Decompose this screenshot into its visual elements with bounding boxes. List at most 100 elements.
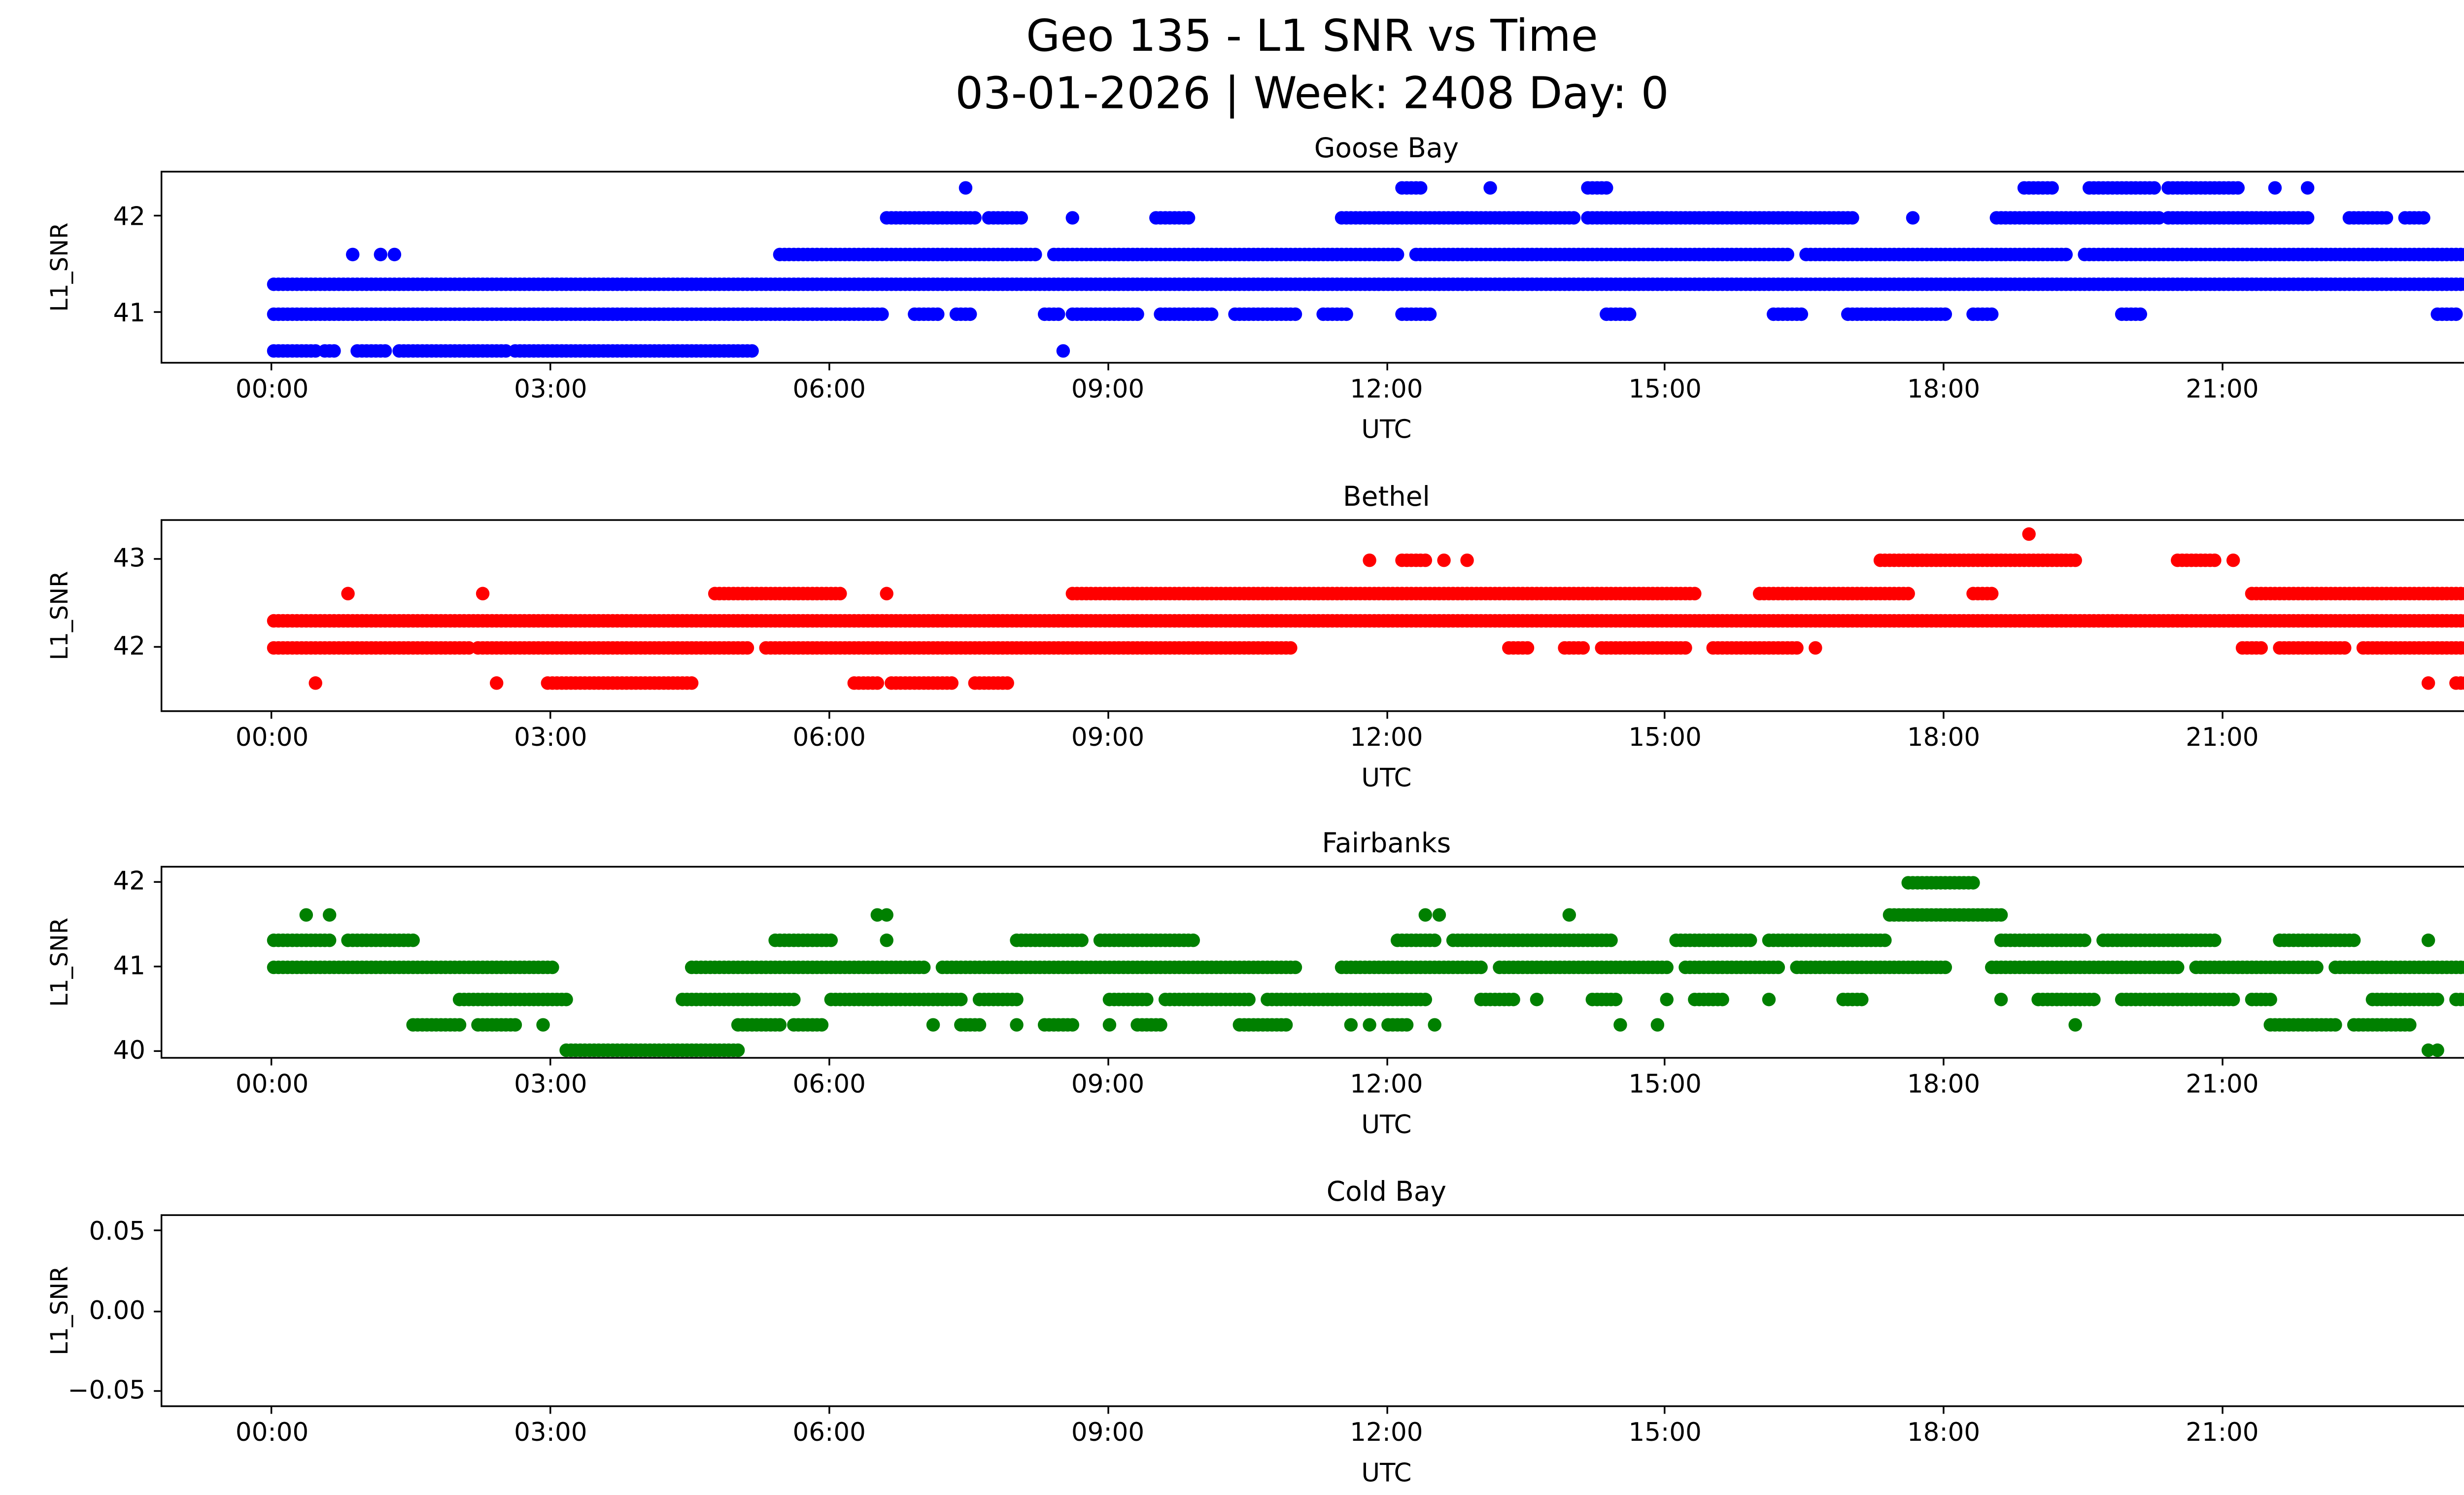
x-tick-label: 00:00 <box>2442 722 2464 753</box>
x-tick-mark <box>828 712 830 719</box>
scatter-points <box>267 876 2464 1057</box>
x-tick-mark <box>1943 712 1945 719</box>
x-tick-mark <box>1107 1407 1109 1414</box>
scatter-points <box>267 527 2464 690</box>
x-tick-mark <box>1385 1058 1388 1066</box>
x-tick-label: 12:00 <box>1350 374 1423 405</box>
y-tick-label: 42 <box>113 631 146 661</box>
subplot-title: Goose Bay <box>1314 132 1459 164</box>
x-axis-label: UTC <box>1361 1458 1412 1489</box>
x-axis-label: UTC <box>1361 1109 1412 1140</box>
x-tick-label: 00:00 <box>2442 1069 2464 1099</box>
x-tick-mark <box>1385 363 1388 371</box>
x-tick-mark <box>271 1407 273 1414</box>
x-tick-label: 03:00 <box>514 722 587 753</box>
x-axis-label: UTC <box>1361 763 1412 794</box>
y-tick-mark <box>154 1230 161 1232</box>
x-tick-label: 21:00 <box>2186 722 2259 753</box>
y-tick-mark <box>154 557 161 560</box>
x-tick-label: 21:00 <box>2186 1069 2259 1100</box>
x-tick-mark <box>1664 1058 1666 1066</box>
figure-title-line1: Geo 135 - L1 SNR vs Time <box>1026 12 1598 63</box>
x-tick-label: 09:00 <box>1071 374 1145 405</box>
x-tick-mark <box>549 712 552 719</box>
x-tick-label: 00:00 <box>235 1417 309 1448</box>
x-tick-label: 15:00 <box>1628 1069 1702 1100</box>
x-tick-label: 06:00 <box>792 1417 866 1448</box>
x-tick-mark <box>271 363 273 371</box>
x-tick-label: 18:00 <box>1907 722 1981 753</box>
x-tick-label: 18:00 <box>1907 374 1981 405</box>
x-tick-label: 12:00 <box>1350 722 1423 753</box>
figure-title: Geo 135 - L1 SNR vs Time 03-01-2026 | We… <box>0 8 2464 123</box>
x-tick-label: 06:00 <box>792 722 866 753</box>
x-tick-mark <box>549 363 552 371</box>
x-tick-label: 12:00 <box>1350 1417 1423 1448</box>
x-tick-mark <box>271 712 273 719</box>
y-tick-label: −0.05 <box>68 1375 146 1406</box>
y-tick-mark <box>154 1049 161 1051</box>
x-tick-label: 06:00 <box>792 1069 866 1100</box>
x-tick-label: 15:00 <box>1628 722 1702 753</box>
x-tick-mark <box>1664 1407 1666 1414</box>
x-tick-mark <box>549 1058 552 1066</box>
x-tick-label: 00:00 <box>235 722 309 753</box>
y-tick-mark <box>154 312 161 313</box>
x-tick-mark <box>1943 363 1945 371</box>
x-tick-label: 09:00 <box>1071 722 1145 753</box>
x-tick-label: 09:00 <box>1071 1069 1145 1100</box>
x-tick-label: 03:00 <box>514 1069 587 1100</box>
plot-area <box>160 519 2464 712</box>
plot-area <box>160 171 2464 364</box>
x-tick-label: 00:00 <box>235 374 309 405</box>
x-tick-mark <box>2221 363 2224 371</box>
y-tick-mark <box>154 1310 161 1312</box>
y-tick-label: 43 <box>113 543 146 574</box>
y-tick-label: 0.05 <box>89 1216 146 1247</box>
x-tick-mark <box>1943 1058 1945 1066</box>
x-tick-label: 03:00 <box>514 374 587 405</box>
x-tick-mark <box>271 1058 273 1066</box>
x-tick-label: 12:00 <box>1350 1069 1423 1100</box>
subplot-title: Cold Bay <box>1326 1175 1447 1208</box>
y-tick-label: 41 <box>113 950 146 981</box>
x-tick-label: 06:00 <box>792 374 866 405</box>
x-tick-label: 00:00 <box>2442 374 2464 404</box>
subplot-title: Bethel <box>1343 480 1430 513</box>
x-tick-label: 00:00 <box>235 1069 309 1100</box>
x-tick-mark <box>549 1407 552 1414</box>
y-tick-mark <box>154 880 161 882</box>
x-tick-label: 21:00 <box>2186 1417 2259 1448</box>
x-tick-label: 21:00 <box>2186 374 2259 405</box>
y-tick-label: 40 <box>113 1035 146 1066</box>
x-tick-mark <box>828 363 830 371</box>
x-tick-mark <box>1107 712 1109 719</box>
scatter-points <box>267 181 2464 358</box>
plot-area <box>160 1214 2464 1407</box>
x-tick-label: 15:00 <box>1628 1417 1702 1448</box>
subplot-fairbanks: Fairbanks L1_SNR UTC 42 41 40 00:00 03:00 06:… <box>0 827 2464 1153</box>
y-tick-mark <box>154 215 161 217</box>
x-tick-mark <box>1664 363 1666 371</box>
x-tick-label: 18:00 <box>1907 1069 1981 1100</box>
y-tick-mark <box>154 645 161 647</box>
scatter-points <box>162 1216 2464 1405</box>
x-tick-label: 03:00 <box>514 1417 587 1448</box>
x-tick-mark <box>828 1058 830 1066</box>
x-tick-label: 15:00 <box>1628 374 1702 405</box>
x-tick-mark <box>2221 1058 2224 1066</box>
x-tick-mark <box>1385 1407 1388 1414</box>
x-tick-mark <box>1107 363 1109 371</box>
y-tick-mark <box>154 1389 161 1391</box>
y-tick-label: 0.00 <box>89 1295 146 1326</box>
plot-area <box>160 866 2464 1059</box>
x-tick-mark <box>2221 712 2224 719</box>
y-tick-mark <box>154 965 161 967</box>
x-tick-mark <box>1107 1058 1109 1066</box>
x-tick-mark <box>1385 712 1388 719</box>
x-tick-mark <box>828 1407 830 1414</box>
x-axis-label: UTC <box>1361 414 1412 445</box>
x-tick-mark <box>1943 1407 1945 1414</box>
